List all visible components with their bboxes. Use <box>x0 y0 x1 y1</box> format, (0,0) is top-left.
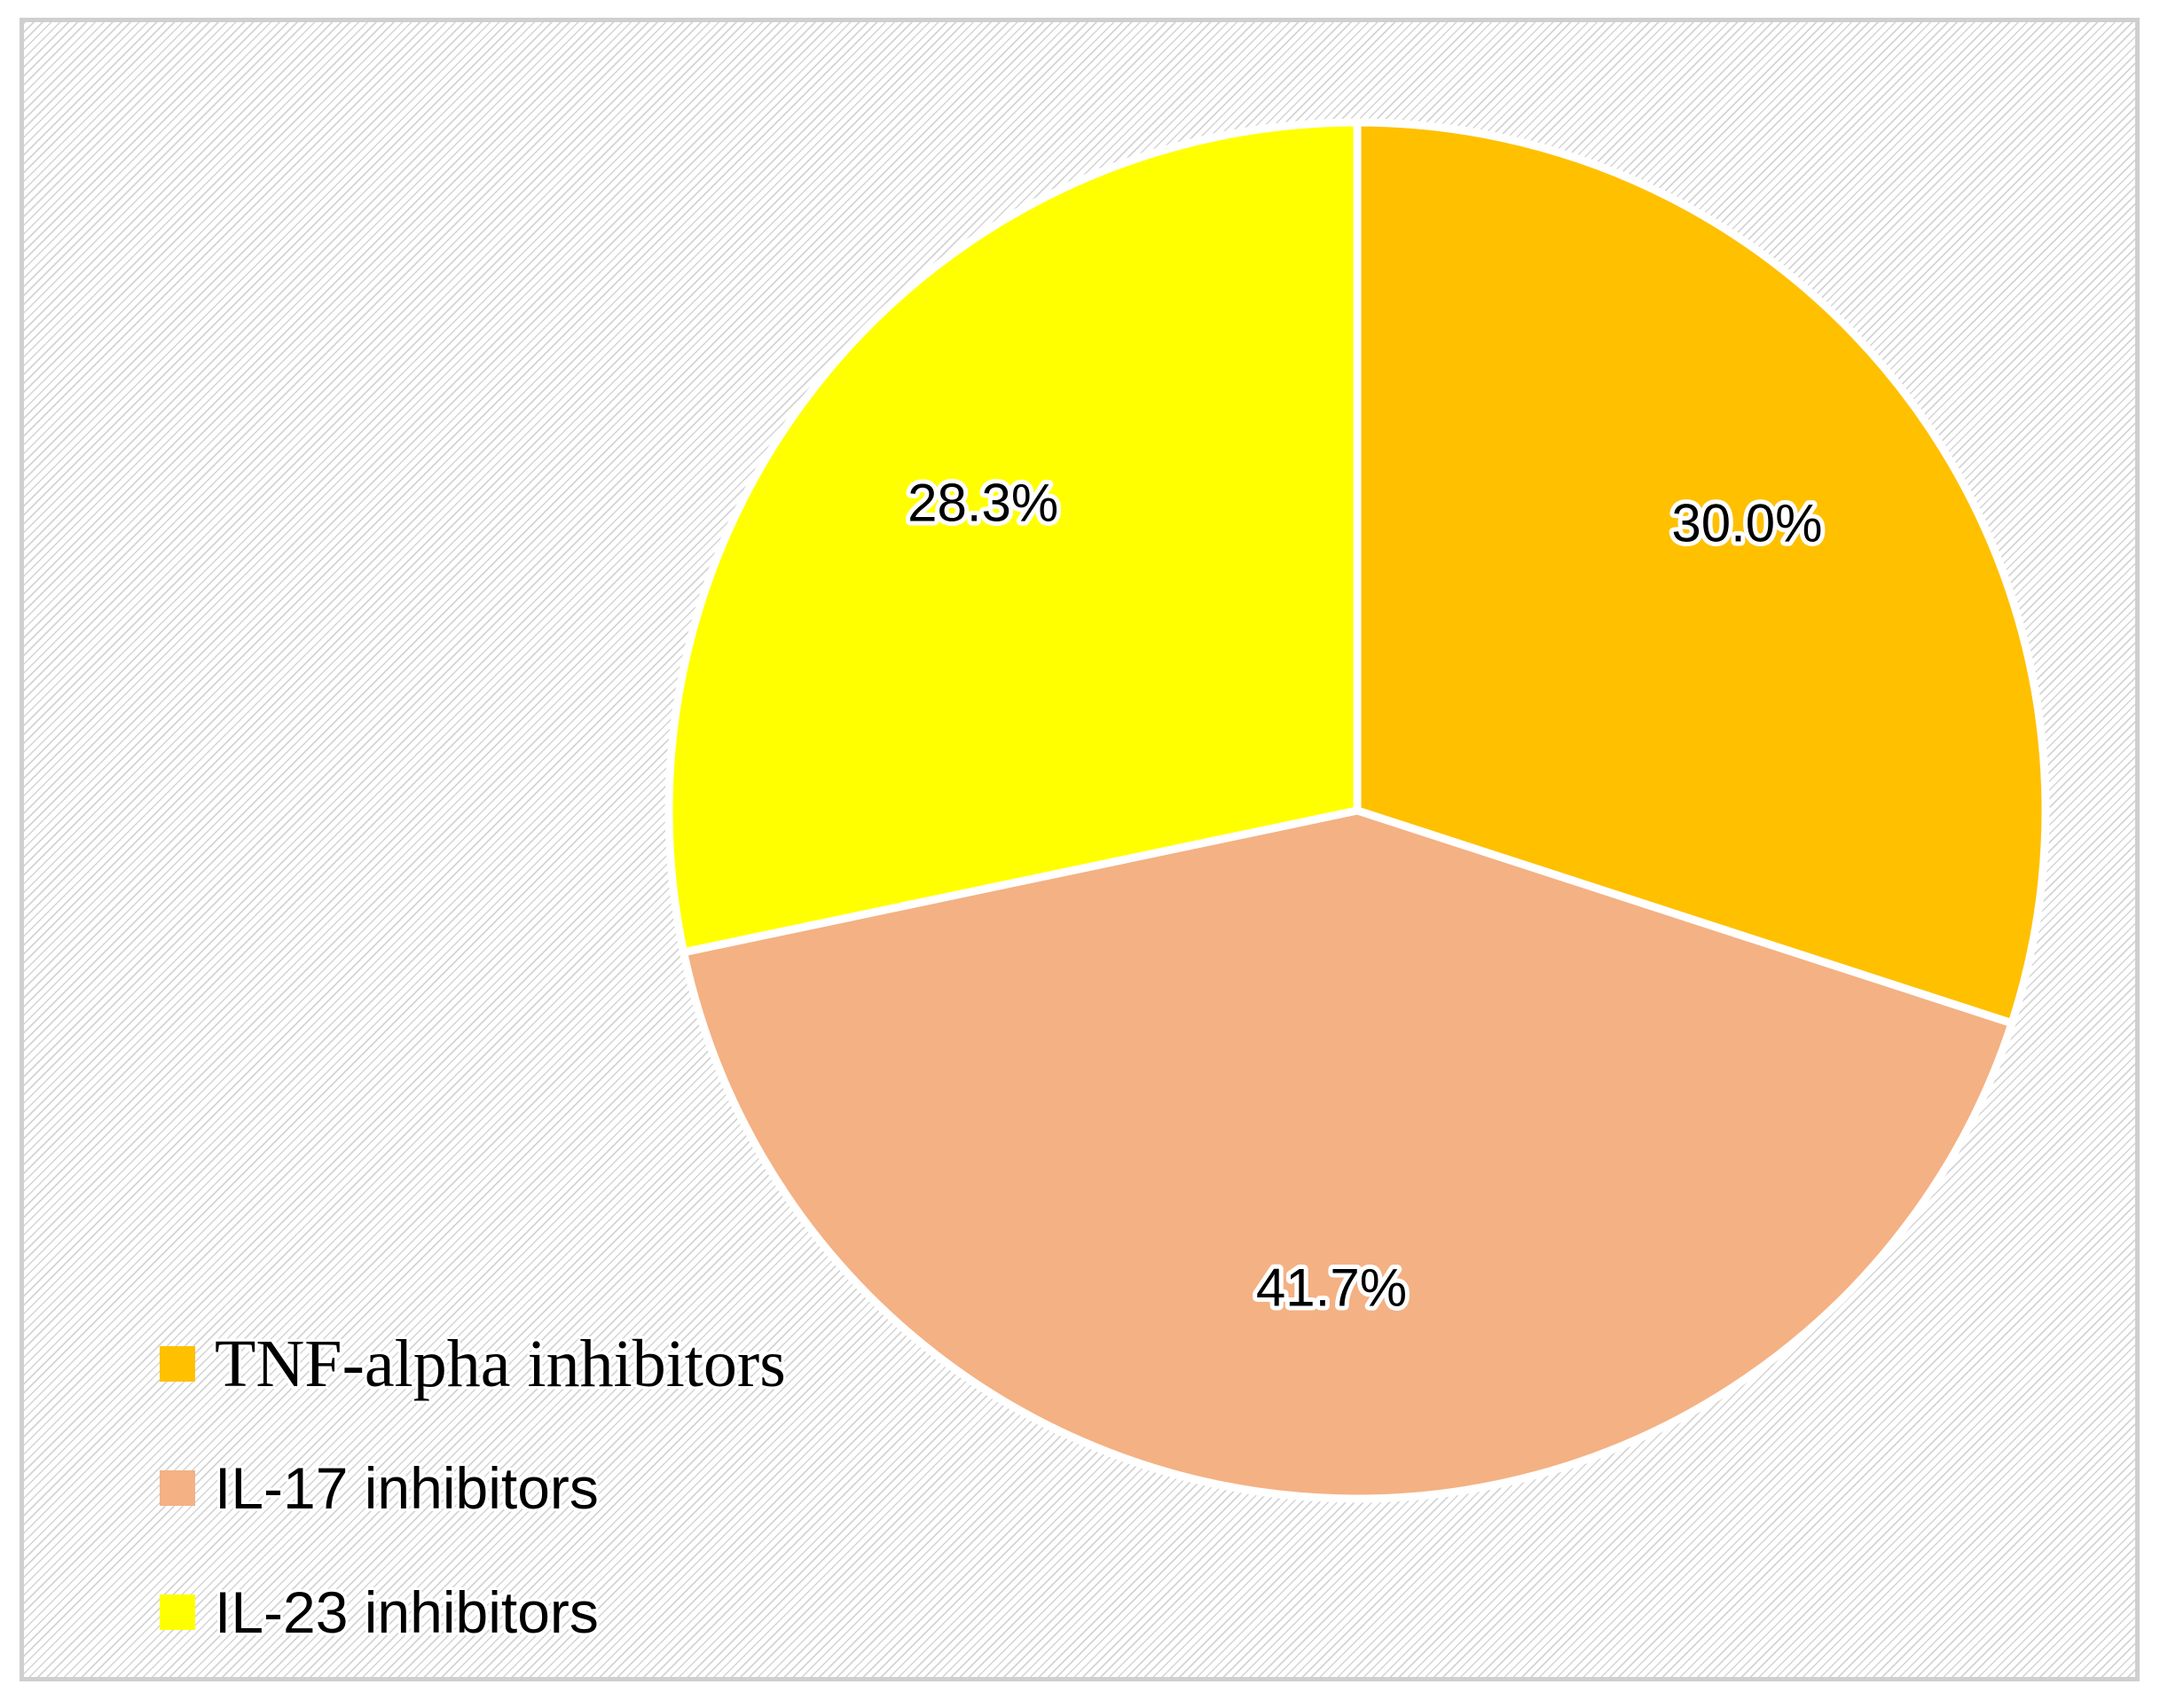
pie-slice-tnf-alpha <box>1353 118 2050 1029</box>
data-label-tnf-alpha: 30.0% <box>1671 494 1822 553</box>
legend-item-il-23: IL-23 inhibitors <box>160 1550 976 1674</box>
pie-slice-il-17 <box>679 806 2017 1503</box>
data-label-il-17: 41.7% <box>1256 1257 1407 1317</box>
data-label-il-23: 28.3% <box>907 474 1058 533</box>
legend-item-tnf-alpha: TNF-alpha inhibitors <box>160 1302 976 1426</box>
legend-item-il-17: IL-17 inhibitors <box>160 1426 976 1550</box>
pie-slice-il-23 <box>664 118 1362 958</box>
legend-label-il-23: IL-23 inhibitors <box>215 1579 599 1645</box>
legend-label-il-17: IL-17 inhibitors <box>215 1455 599 1521</box>
chart-legend: TNF-alpha inhibitors IL-17 inhibitors IL… <box>160 1302 976 1674</box>
legend-swatch-il-23 <box>160 1594 195 1630</box>
legend-swatch-il-17 <box>160 1470 195 1506</box>
legend-label-tnf-alpha: TNF-alpha inhibitors <box>215 1327 786 1401</box>
legend-swatch-tnf-alpha <box>160 1346 195 1382</box>
